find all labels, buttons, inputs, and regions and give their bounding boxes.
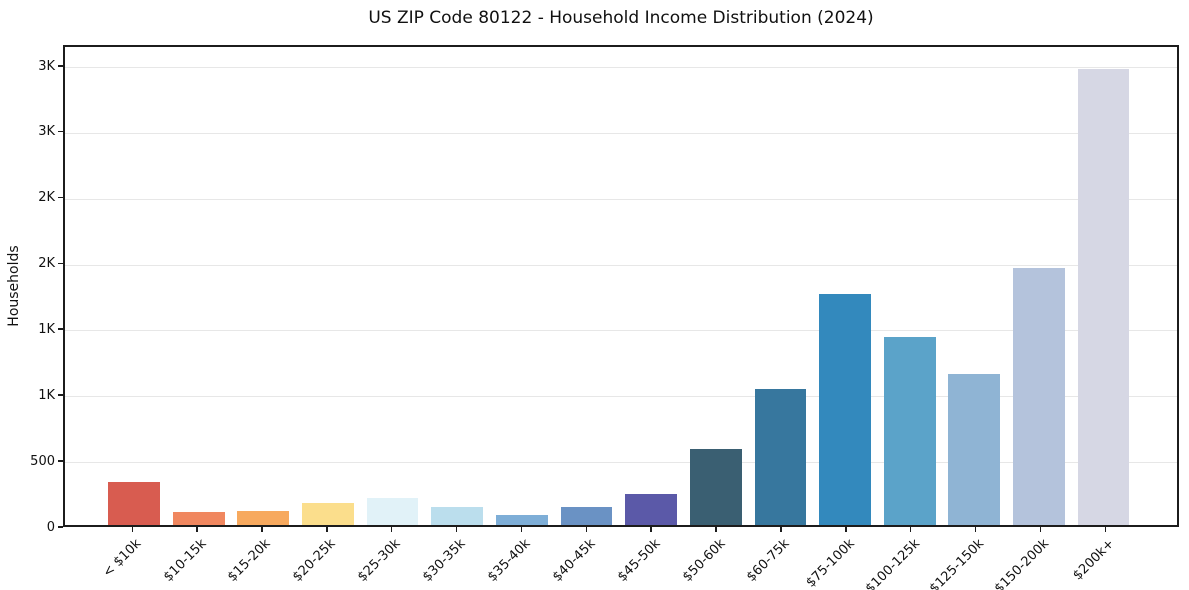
bar-slot <box>296 47 361 525</box>
x-tick-label: $30-35k <box>420 536 469 585</box>
bar-$40-45k <box>560 506 613 525</box>
bar-slot <box>619 47 684 525</box>
gridline-y-1500 <box>65 330 1177 332</box>
x-tick-mark <box>845 527 847 532</box>
bar-$45-50k <box>625 493 677 525</box>
x-tick-label: $10-15k <box>160 536 210 585</box>
x-tick-label: $35-40k <box>484 536 534 585</box>
x-tick-label: $15-20k <box>225 536 274 585</box>
y-tick-mark <box>58 262 63 265</box>
x-tick-mark <box>585 527 588 532</box>
x-tick-label: $40-45k <box>549 536 599 585</box>
bar-slot <box>813 47 878 525</box>
plot-area <box>63 45 1179 527</box>
x-tick-label: $20-25k <box>290 536 339 585</box>
x-tick-label: $60-75k <box>744 536 793 585</box>
bar-$10-15k <box>172 511 225 525</box>
gridline-y-2000 <box>65 264 1177 266</box>
x-tick-mark <box>326 527 328 532</box>
x-tick-label: $25-30k <box>355 536 404 585</box>
y-axis-label: Households <box>6 245 22 327</box>
x-tick-mark <box>455 527 458 532</box>
bar-$20-25k <box>302 502 354 525</box>
x-tick-mark <box>1039 527 1042 532</box>
bar-slot <box>877 47 942 525</box>
bar-slot <box>102 47 167 525</box>
x-tick-label: < $10k <box>100 536 145 581</box>
bar-slot <box>554 47 619 525</box>
x-tick-mark <box>196 527 198 532</box>
y-tick-mark <box>58 394 63 396</box>
bar-$15-20k <box>237 510 290 525</box>
x-tick-mark <box>1104 527 1107 532</box>
chart-title: US ZIP Code 80122 - Household Income Dis… <box>368 8 874 28</box>
y-tick-label: 1K <box>38 321 55 337</box>
y-tick-label: 500 <box>30 453 55 469</box>
x-tick-mark <box>715 527 717 532</box>
bar-slot <box>942 47 1007 525</box>
gridline-y-3000 <box>65 132 1177 134</box>
bar-$60-75k <box>754 388 807 525</box>
x-tick-label: $150-200k <box>992 536 1053 590</box>
x-tick-label: $125-150k <box>927 536 988 590</box>
x-tick-mark <box>261 527 263 532</box>
bar-slot <box>231 47 296 525</box>
bar-$50-60k <box>689 448 742 525</box>
y-tick-mark <box>58 65 63 67</box>
bar-slot <box>490 47 555 525</box>
x-tick-mark <box>131 527 133 532</box>
x-tick-mark <box>909 527 912 532</box>
x-tick-mark <box>650 527 652 532</box>
bar-slot <box>425 47 490 525</box>
gridline-y-3500 <box>65 67 1177 69</box>
bar-< $10k <box>108 481 160 525</box>
bar-$200k+ <box>1077 69 1130 525</box>
bar-slot <box>360 47 425 525</box>
y-tick-label: 0 <box>46 519 55 535</box>
x-tick-label: $45-50k <box>614 536 664 585</box>
bar-$125-150k <box>948 374 1001 525</box>
bar-$75-100k <box>819 293 871 525</box>
y-tick-mark <box>58 130 63 133</box>
bar-slot <box>1071 47 1136 525</box>
y-tick-mark <box>58 526 63 528</box>
bar-slot <box>748 47 813 525</box>
y-tick-label: 1K <box>38 387 55 403</box>
x-tick-label: $50-60k <box>679 536 728 585</box>
bar-$150-200k <box>1013 268 1065 525</box>
y-tick-label: 2K <box>38 190 55 206</box>
bars-layer <box>102 47 1136 525</box>
y-tick-mark <box>58 328 63 330</box>
bar-slot <box>1007 47 1072 525</box>
x-tick-mark <box>974 527 977 532</box>
bar-slot <box>683 47 748 525</box>
bar-$25-30k <box>366 498 419 525</box>
bar-$30-35k <box>431 507 484 525</box>
x-tick-label: $75-100k <box>803 536 858 590</box>
x-tick-label: $200k+ <box>1070 536 1118 584</box>
gridline-y-1000 <box>65 396 1177 398</box>
x-tick-label: $100-125k <box>862 536 923 590</box>
bar-slot <box>166 47 231 525</box>
x-tick-mark <box>520 527 523 532</box>
y-tick-label: 3K <box>38 58 55 74</box>
y-tick-mark <box>58 460 63 462</box>
x-tick-mark <box>390 527 393 532</box>
y-tick-label: 3K <box>38 124 55 140</box>
bar-$35-40k <box>496 514 548 525</box>
y-tick-mark <box>58 196 63 199</box>
gridline-y-2500 <box>65 198 1177 200</box>
gridline-y-500 <box>65 462 1177 464</box>
y-tick-label: 2K <box>38 256 55 272</box>
bar-$100-125k <box>883 336 936 525</box>
x-tick-mark <box>780 527 782 532</box>
